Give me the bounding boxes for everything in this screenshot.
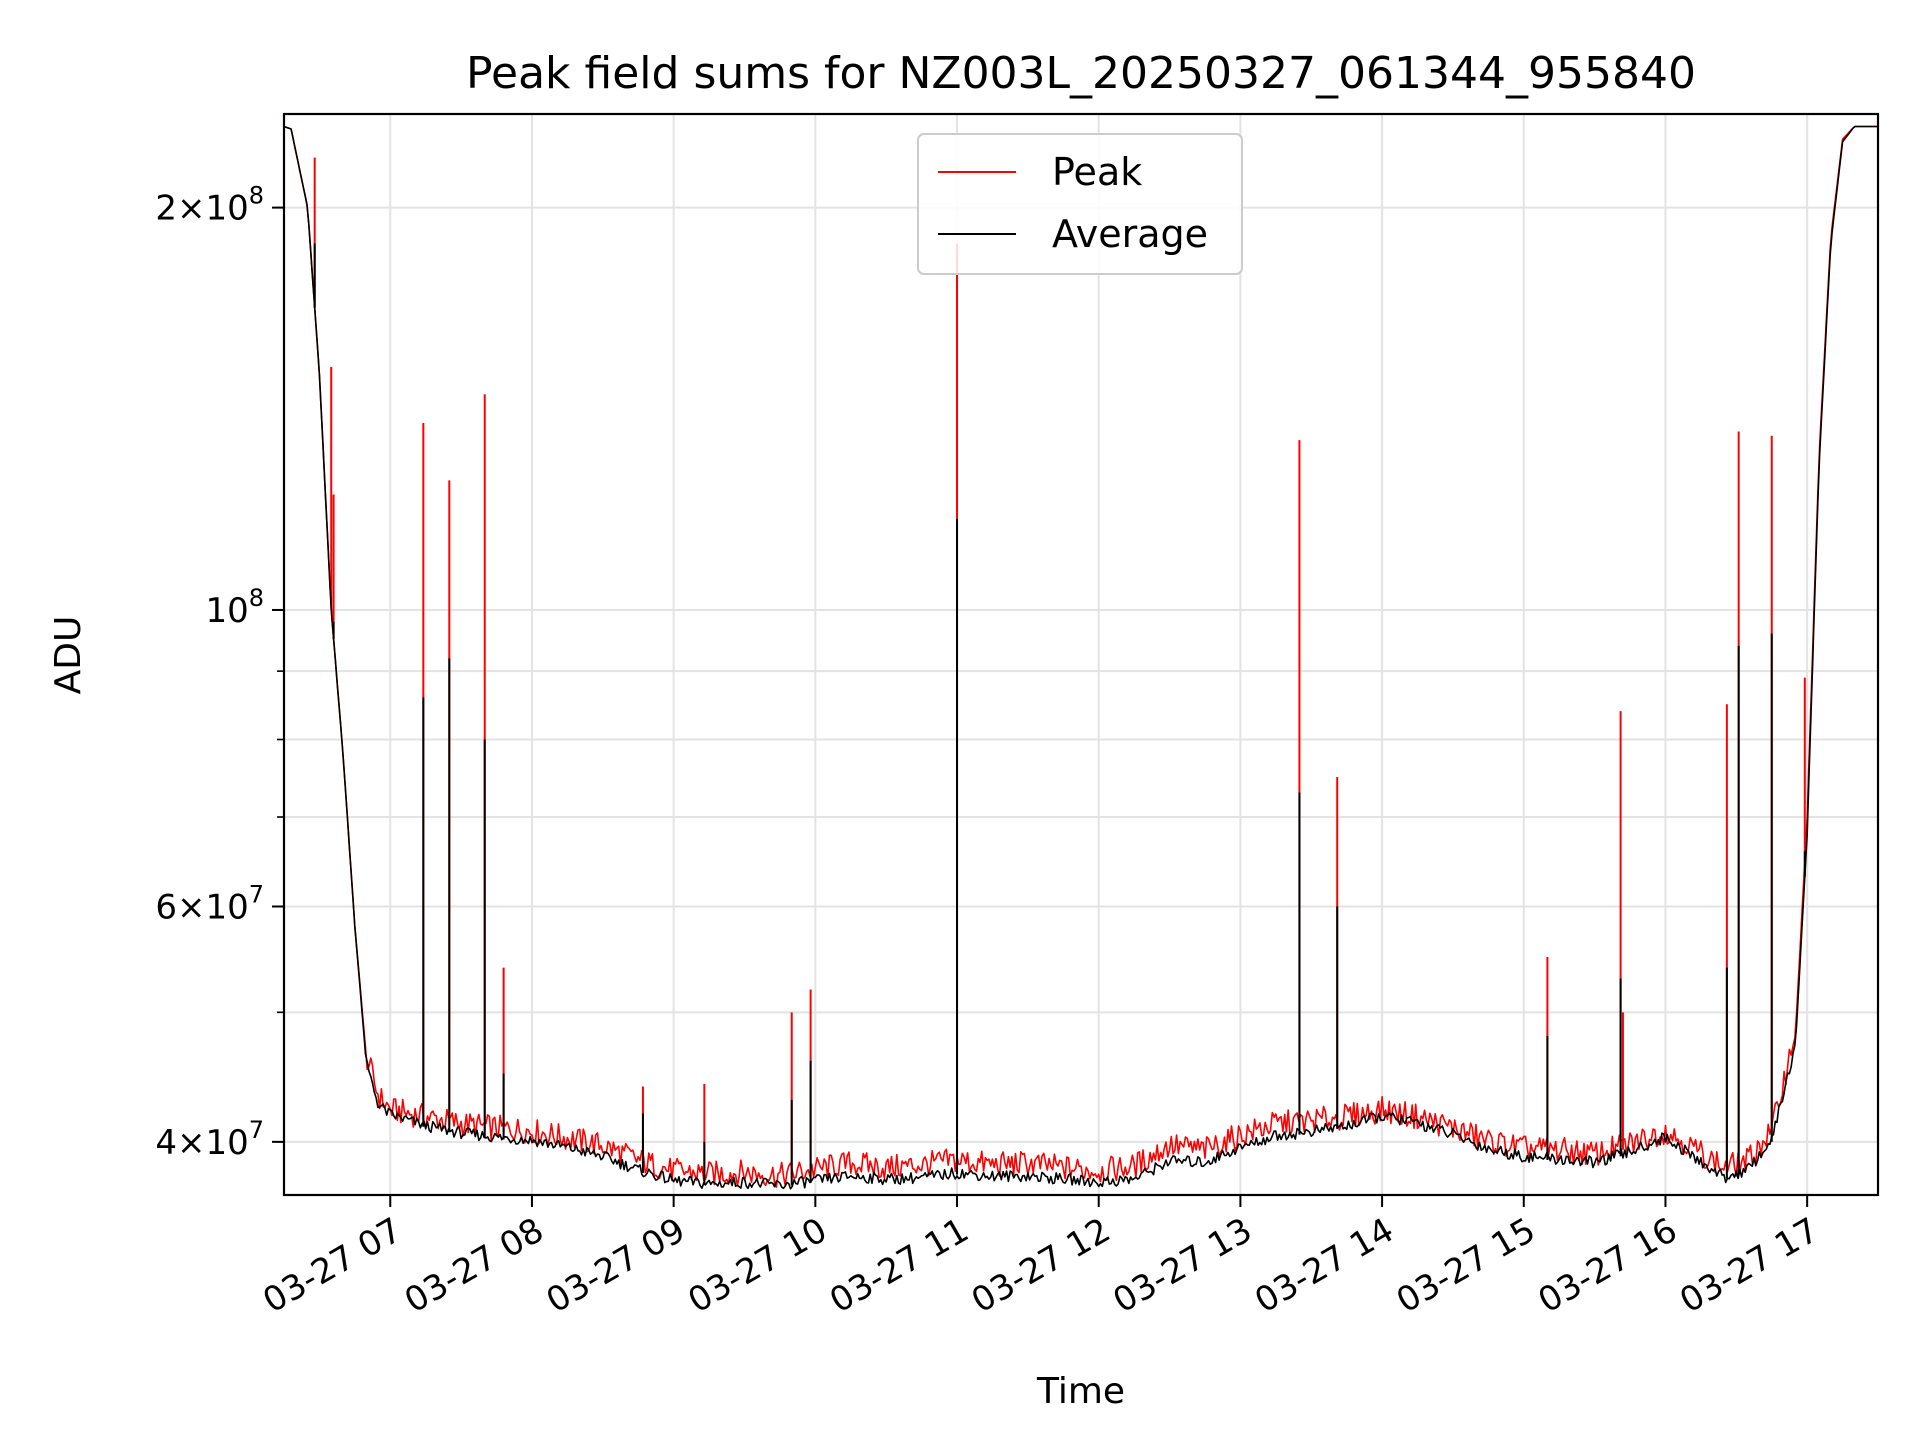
y-tick-label: 4×107 xyxy=(155,1116,264,1163)
series-average xyxy=(284,125,1878,1190)
series-line-peak xyxy=(284,125,1878,1188)
y-tick-exponent: 7 xyxy=(249,880,264,908)
y-tick-label: 2×108 xyxy=(155,182,264,229)
grid xyxy=(284,114,1878,1195)
y-tick-exponent: 7 xyxy=(249,1116,264,1144)
y-tick-exponent: 8 xyxy=(249,182,264,210)
y-tick-times: × xyxy=(177,189,206,229)
y-tick-mantissa: 2 xyxy=(155,189,177,229)
y-tick-mantissa: 6 xyxy=(155,887,177,927)
series-line-average xyxy=(284,125,1878,1190)
y-tick-label: 6×107 xyxy=(155,880,264,927)
y-tick-base: 10 xyxy=(205,1123,248,1163)
y-axis-title: ADU xyxy=(48,616,89,695)
y-tick-exponent: 8 xyxy=(249,584,264,612)
plot-frame xyxy=(282,112,1880,1197)
legend-label-average: Average xyxy=(1052,212,1208,256)
x-axis-title: Time xyxy=(1036,1371,1125,1412)
plot-series xyxy=(284,125,1878,1190)
y-tick-base: 10 xyxy=(205,591,248,631)
y-tick-label: 108 xyxy=(205,584,264,631)
y-tick-base: 10 xyxy=(205,189,248,229)
y-tick-base: 10 xyxy=(205,887,248,927)
legend-box xyxy=(917,133,1243,275)
legend-label-peak: Peak xyxy=(1052,150,1142,194)
y-tick-times: × xyxy=(177,1123,206,1163)
y-tick-mantissa: 4 xyxy=(155,1123,177,1163)
y-tick-times: × xyxy=(177,887,206,927)
chart-title: Peak field sums for NZ003L_20250327_0613… xyxy=(466,48,1696,99)
legend: Peak Average xyxy=(917,133,1243,275)
